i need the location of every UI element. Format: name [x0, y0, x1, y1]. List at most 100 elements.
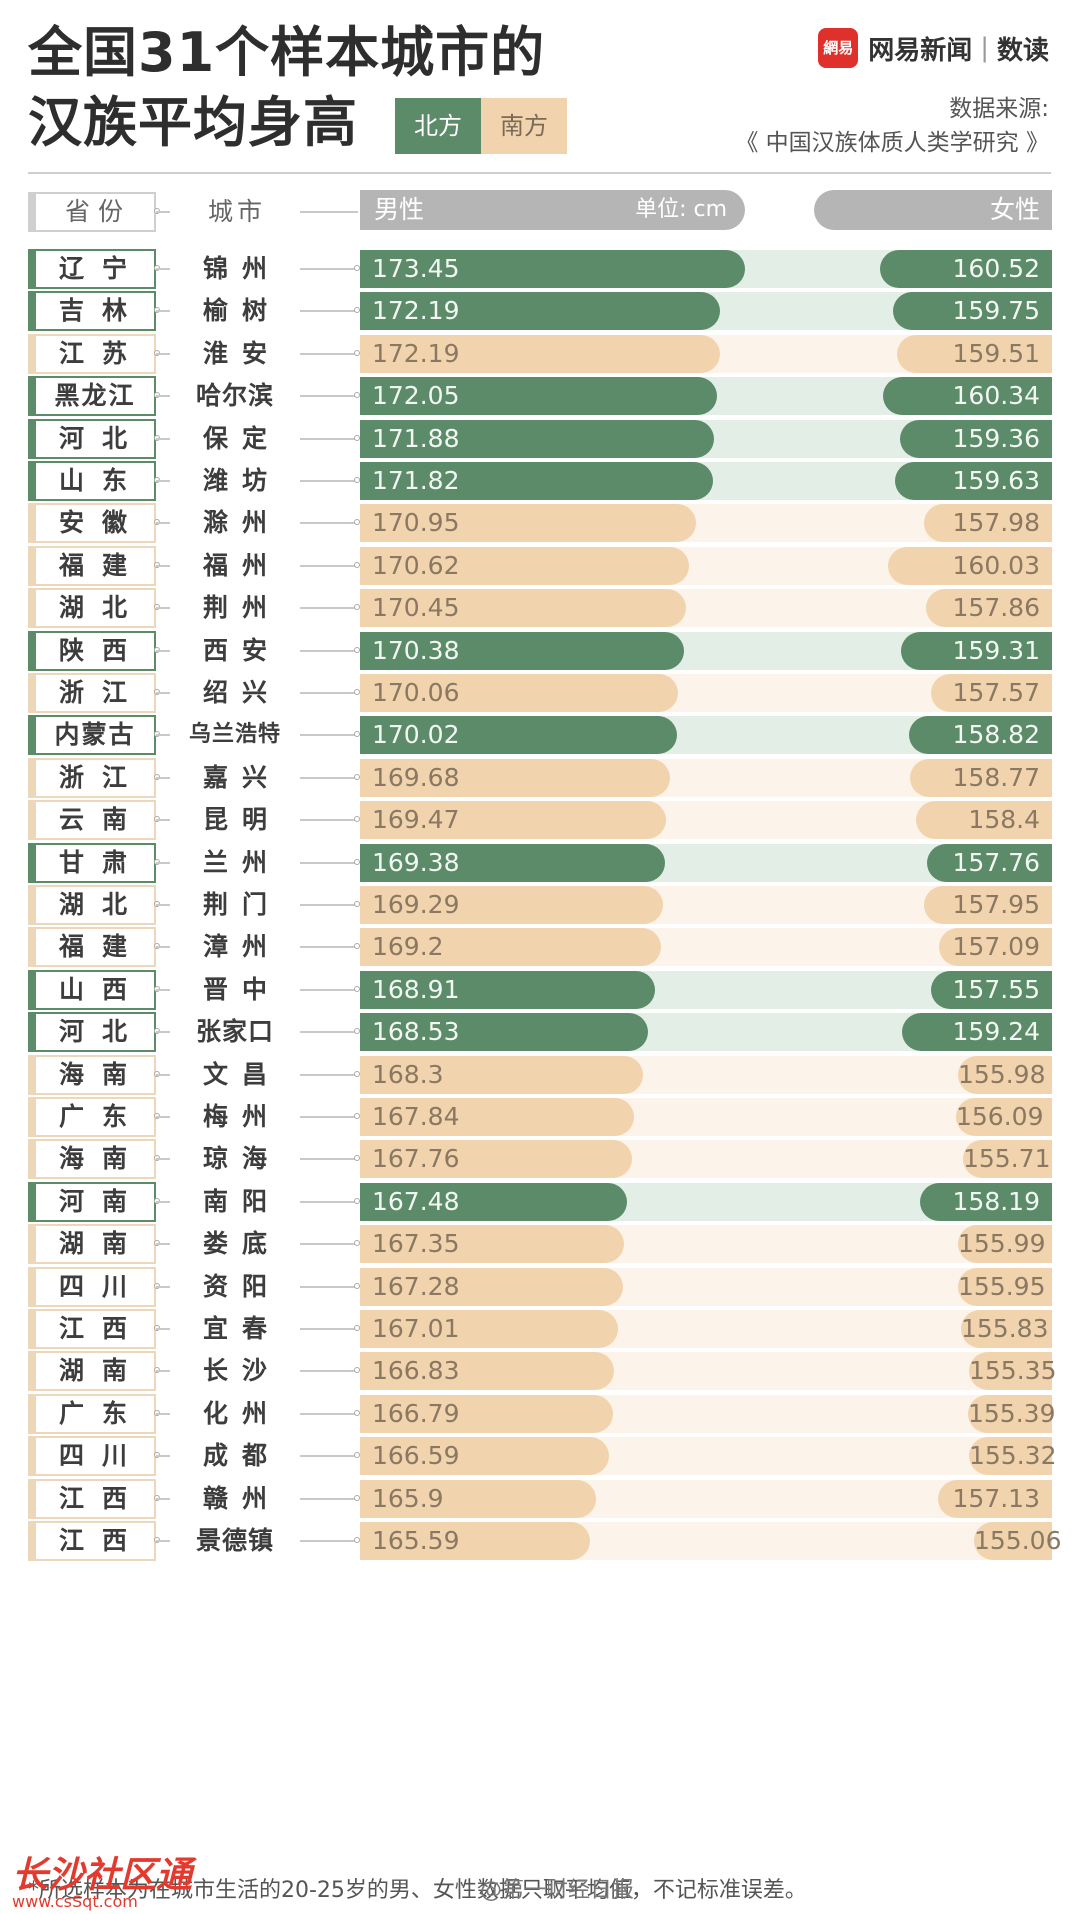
province-label: 湖南: [28, 1351, 156, 1392]
connector-line: [300, 1328, 358, 1330]
city-label: 成都: [202, 1441, 281, 1471]
connector-line: [156, 607, 170, 610]
female-bar: 160.34: [883, 377, 1052, 416]
male-bar: 165.9: [360, 1479, 596, 1518]
male-header-label: 男性: [374, 195, 425, 224]
connector-line: [300, 1116, 358, 1118]
male-bar: 167.48: [360, 1182, 627, 1221]
connector-line: [156, 1370, 170, 1373]
city-label: 晋中: [202, 974, 281, 1004]
connector-dot: [354, 1325, 360, 1331]
connector-line: [300, 1158, 358, 1161]
female-bar: 157.86: [926, 589, 1052, 628]
province-label: 福建: [28, 927, 156, 968]
table-row: 山东 潍坊 171.82 159.63: [0, 459, 1079, 503]
female-bar: 158.77: [910, 758, 1052, 797]
connector-line: [156, 211, 170, 213]
province-label: 山东: [28, 461, 156, 501]
legend-south: 南方: [481, 98, 567, 154]
province-label: 海南: [28, 1054, 156, 1095]
connector-dot: [354, 265, 360, 271]
province-label: 黑龙江: [28, 376, 156, 417]
table-row: 福建 漳州 169.2 157.09: [0, 925, 1079, 969]
female-bar: 157.55: [931, 970, 1052, 1009]
connector-line: [156, 1455, 170, 1458]
male-bar: 167.35: [360, 1225, 624, 1264]
connector-line: [300, 310, 358, 313]
table-row: 湖南 娄底 167.35 155.99: [0, 1222, 1079, 1266]
city-label: 保定: [202, 423, 281, 453]
source-value: 《 中国汉族体质人类学研究 》: [735, 130, 1049, 156]
female-bar: 157.57: [931, 674, 1052, 712]
table-row: 海南 文昌 168.3 155.98: [0, 1053, 1079, 1097]
male-bar: 172.19: [360, 292, 720, 331]
connector-line: [156, 564, 170, 567]
table-row: 海南 琼海 167.76 155.71: [0, 1137, 1079, 1181]
connector-line: [156, 437, 170, 440]
female-bar: 159.75: [893, 292, 1052, 331]
connector-line: [156, 1412, 170, 1415]
female-bar: 159.36: [900, 419, 1052, 458]
female-bar: 160.52: [880, 250, 1052, 288]
female-bar: 155.06: [974, 1522, 1061, 1560]
connector-line: [300, 522, 358, 525]
city-label: 宜春: [202, 1314, 281, 1343]
province-label: 江苏: [28, 333, 156, 374]
city-label: 榆树: [202, 296, 281, 326]
table-row: 安徽 滁州 170.95 157.98: [0, 501, 1079, 545]
female-bar: 156.09: [956, 1098, 1052, 1136]
province-label: 陕西: [28, 630, 156, 671]
connector-dot: [354, 604, 360, 611]
female-bar: 159.51: [897, 334, 1052, 373]
connector-dot: [354, 1282, 360, 1289]
connector-dot: [354, 689, 360, 695]
connector-line: [300, 1370, 358, 1373]
female-bar: 155.95: [958, 1267, 1052, 1306]
city-label: 娄底: [202, 1229, 281, 1259]
connector-dot: [354, 816, 360, 823]
connector-dot: [354, 1240, 360, 1247]
male-bar: 170.62: [360, 546, 689, 585]
connector-dot: [354, 773, 360, 780]
female-bar: 155.35: [969, 1352, 1056, 1391]
province-label: 内蒙古: [28, 715, 156, 756]
connector-line: [300, 1073, 358, 1076]
connector-line: [156, 734, 170, 737]
connector-line: [300, 988, 358, 991]
connector-line: [300, 1200, 358, 1203]
connector-line: [300, 607, 358, 610]
province-label: 广东: [28, 1393, 156, 1434]
male-bar: 167.84: [360, 1098, 634, 1136]
connector-line: [300, 946, 358, 949]
connector-line: [156, 1158, 170, 1161]
connector-dot: [354, 901, 360, 907]
connector-line: [156, 268, 170, 270]
province-label: 湖南: [28, 1224, 156, 1265]
connector-dot: [354, 1070, 360, 1077]
male-bar: 169.47: [360, 801, 666, 840]
male-bar: 167.76: [360, 1140, 632, 1179]
connector-line: [300, 861, 358, 864]
table-row: 河北 张家口 168.53 159.24: [0, 1010, 1079, 1054]
connector-line: [156, 352, 170, 355]
connector-line: [156, 1200, 170, 1203]
legend-north: 北方: [395, 98, 481, 154]
female-bar: 157.98: [924, 504, 1052, 543]
column-header-row: 省份 城市 男性 单位: cm 女性: [0, 190, 1079, 232]
connector-line: [300, 1243, 358, 1246]
connector-line: [300, 437, 358, 440]
female-bar: 155.71: [963, 1140, 1052, 1179]
connector-line: [300, 904, 358, 906]
connector-line: [156, 692, 170, 694]
city-label: 张家口: [195, 1017, 274, 1047]
male-bar: 170.45: [360, 589, 686, 628]
province-label: 云南: [28, 800, 156, 841]
connector-line: [300, 649, 358, 652]
male-bar: 172.05: [360, 377, 717, 416]
table-row: 云南 昆明 169.47 158.4: [0, 798, 1079, 842]
connector-line: [300, 480, 358, 482]
connector-dot: [354, 1113, 360, 1119]
province-label: 海南: [28, 1139, 156, 1180]
male-bar: 168.3: [360, 1055, 643, 1094]
female-bar: 155.32: [969, 1437, 1056, 1476]
